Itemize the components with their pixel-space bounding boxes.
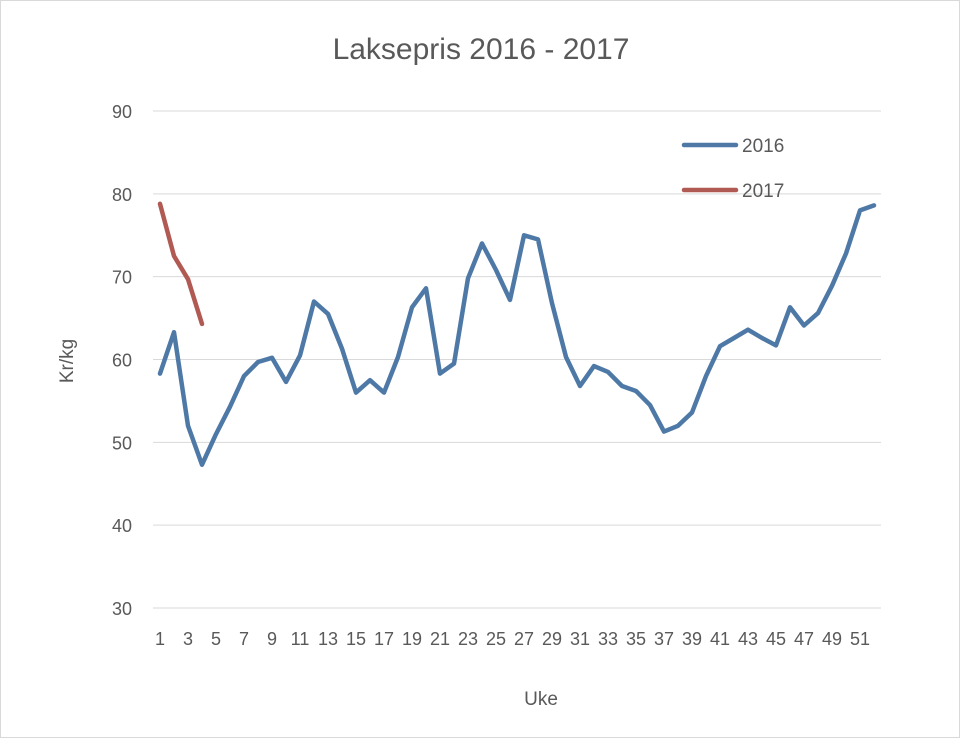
x-tick-label: 3: [183, 629, 193, 649]
x-tick-label: 27: [514, 629, 534, 649]
y-tick-label: 40: [112, 516, 132, 536]
legend-label-2016: 2016: [742, 136, 784, 157]
series-line-2017: [157, 201, 205, 327]
x-tick-label: 47: [794, 629, 814, 649]
y-tick-label: 90: [112, 102, 132, 122]
chart-title: Laksepris 2016 - 2017: [333, 33, 630, 66]
y-axis-title: Kr/kg: [57, 339, 78, 383]
x-tick-label: 23: [458, 629, 478, 649]
x-axis-title: Uke: [524, 689, 558, 710]
x-tick-label: 15: [346, 629, 366, 649]
x-tick-label: 1: [155, 629, 165, 649]
x-tick-label: 43: [738, 629, 758, 649]
y-tick-label: 30: [112, 599, 132, 619]
x-tick-label: 7: [239, 629, 249, 649]
x-tick-label: 37: [654, 629, 674, 649]
y-tick-label: 70: [112, 268, 132, 288]
x-tick-label: 13: [318, 629, 338, 649]
x-tick-label: 29: [542, 629, 562, 649]
series-lines: [157, 201, 877, 467]
x-axis-ticks: 1 3 5 7 9 11 13 15 17 19 21 23 25 27 29 31 33 35 37 39 41 43 4…: [155, 629, 870, 649]
x-tick-label: 17: [374, 629, 394, 649]
x-tick-label: 5: [211, 629, 221, 649]
series-line-2016: [157, 203, 877, 467]
x-tick-label: 19: [402, 629, 422, 649]
x-tick-label: 45: [766, 629, 786, 649]
x-tick-label: 9: [267, 629, 277, 649]
x-tick-label: 31: [570, 629, 590, 649]
y-tick-label: 80: [112, 185, 132, 205]
x-tick-label: 49: [822, 629, 842, 649]
legend: 2016 2017: [681, 136, 784, 202]
x-tick-label: 33: [598, 629, 618, 649]
y-axis-ticks: 30 40 50 60 70 80 90: [112, 102, 132, 619]
x-tick-label: 51: [850, 629, 870, 649]
legend-label-2017: 2017: [742, 181, 784, 202]
x-tick-label: 41: [710, 629, 730, 649]
y-tick-label: 50: [112, 433, 132, 453]
x-tick-label: 39: [682, 629, 702, 649]
x-tick-label: 35: [626, 629, 646, 649]
x-tick-label: 21: [430, 629, 450, 649]
x-tick-label: 11: [291, 629, 310, 649]
x-tick-label: 25: [486, 629, 506, 649]
y-tick-label: 60: [112, 351, 132, 371]
